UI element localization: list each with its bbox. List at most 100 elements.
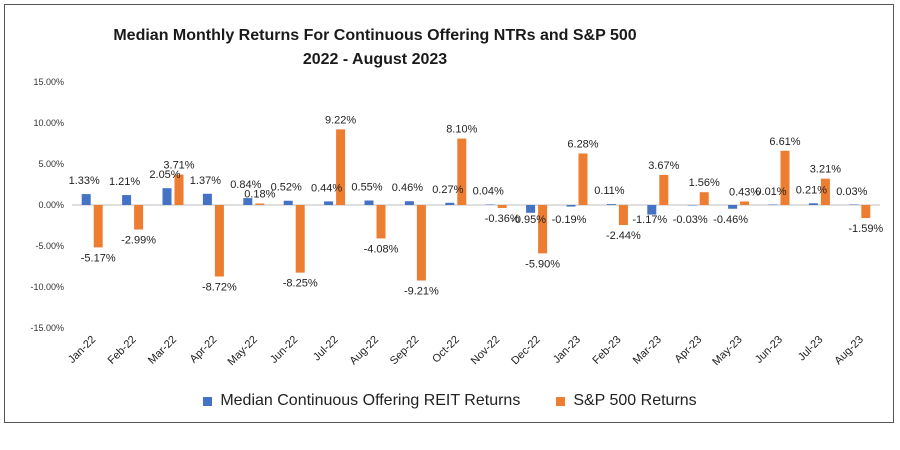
- data-label-reit: 0.03%: [836, 186, 867, 198]
- data-label-reit: 0.21%: [796, 184, 827, 196]
- legend-swatch-sp500: [556, 396, 566, 406]
- bar-reit: [687, 205, 697, 206]
- bar-reit: [364, 200, 374, 205]
- data-label-sp500: 1.56%: [689, 177, 720, 189]
- bar-sp500: [497, 205, 507, 208]
- y-tick-label: -5.00%: [35, 241, 64, 251]
- y-tick-label: 5.00%: [38, 159, 64, 169]
- bar-reit: [526, 205, 536, 213]
- bar-sp500: [134, 205, 144, 230]
- bar-sp500: [336, 129, 346, 205]
- bar-reit: [283, 200, 293, 205]
- data-label-sp500: -9.21%: [404, 286, 439, 298]
- data-label-sp500: 3.71%: [163, 160, 194, 172]
- data-label-reit: -0.19%: [552, 214, 587, 226]
- bar-reit: [122, 195, 132, 205]
- data-label-reit: 0.52%: [271, 182, 302, 194]
- bar-reit: [202, 193, 212, 205]
- bar-reit: [81, 194, 91, 205]
- x-tick-label: Nov-22: [469, 334, 503, 368]
- x-tick-label: Mar-22: [146, 334, 179, 367]
- data-label-reit: 0.27%: [432, 184, 463, 196]
- x-tick-label: Apr-23: [672, 334, 704, 366]
- bar-reit: [485, 204, 495, 205]
- data-label-sp500: -2.99%: [121, 235, 156, 247]
- bar-reit: [606, 204, 616, 205]
- data-label-sp500: 0.18%: [244, 189, 275, 201]
- chart-subtitle: 2022 - August 2023: [302, 51, 448, 68]
- bar-sp500: [255, 203, 265, 205]
- y-tick-label: -10.00%: [30, 282, 64, 292]
- x-tick-label: Aug-22: [348, 334, 382, 368]
- bar-sp500: [416, 205, 426, 281]
- bar-reit: [162, 188, 172, 205]
- data-label-reit: 1.21%: [109, 176, 140, 188]
- y-tick-label: 15.00%: [33, 77, 64, 87]
- data-label-sp500: 6.61%: [769, 136, 800, 148]
- data-label-reit: 2.05%: [149, 169, 180, 181]
- data-label-sp500: -0.36%: [485, 213, 520, 225]
- x-tick-label: Sep-22: [388, 334, 422, 368]
- bar-sp500: [740, 201, 750, 205]
- legend-swatch-reit: [203, 396, 213, 406]
- data-label-reit: 0.84%: [230, 179, 261, 191]
- data-label-reit: -0.03%: [673, 214, 708, 226]
- bar-sp500: [861, 205, 871, 219]
- x-tick-label: Feb-22: [106, 334, 139, 367]
- bar-sp500: [578, 153, 588, 205]
- x-tick-label: Jan-22: [66, 334, 98, 366]
- data-label-sp500: -2.44%: [606, 230, 641, 242]
- data-label-sp500: 9.22%: [325, 114, 356, 126]
- data-label-reit: 0.04%: [473, 186, 504, 198]
- data-label-reit: -0.46%: [713, 214, 748, 226]
- y-tick-label: 10.00%: [33, 118, 64, 128]
- x-tick-label: Oct-22: [430, 334, 462, 366]
- x-tick-label: Jul-23: [796, 334, 826, 364]
- x-tick-label: Jun-23: [753, 334, 785, 366]
- data-label-sp500: 0.43%: [729, 186, 760, 198]
- bar-reit: [647, 205, 657, 215]
- x-tick-label: Jul-22: [311, 334, 341, 364]
- data-label-reit: -0.95%: [511, 214, 546, 226]
- bar-reit: [849, 204, 859, 205]
- x-tick-label: Jan-23: [551, 334, 583, 366]
- bar-sp500: [699, 192, 709, 205]
- data-label-reit: 0.11%: [594, 185, 625, 197]
- x-tick-label: Mar-23: [631, 334, 664, 367]
- data-label-sp500: 6.28%: [567, 139, 598, 151]
- data-label-reit: 0.44%: [311, 182, 342, 194]
- data-label-sp500: 8.10%: [446, 124, 477, 136]
- bar-sp500: [295, 205, 305, 273]
- x-tick-label: Apr-22: [188, 334, 220, 366]
- bar-sp500: [538, 205, 548, 254]
- data-label-sp500: -8.72%: [202, 282, 237, 294]
- data-label-reit: 0.46%: [392, 182, 423, 194]
- data-label-reit: 1.37%: [190, 175, 221, 187]
- bar-sp500: [214, 205, 224, 277]
- data-label-sp500: 3.21%: [810, 164, 841, 176]
- bar-reit: [728, 205, 738, 209]
- chart-frame: [4, 4, 894, 423]
- bar-sp500: [93, 205, 103, 248]
- y-tick-label: 0.00%: [38, 200, 64, 210]
- legend-item-reit: Median Continuous Offering REIT Returns: [203, 392, 520, 410]
- data-label-reit: -1.17%: [632, 214, 667, 226]
- bar-reit: [243, 198, 253, 205]
- data-label-sp500: -8.25%: [283, 278, 318, 290]
- x-tick-label: May-23: [710, 334, 744, 368]
- bar-reit: [566, 205, 576, 207]
- bar-reit: [404, 201, 414, 205]
- x-tick-label: Jun-22: [268, 334, 300, 366]
- bar-reit: [445, 202, 455, 205]
- legend: Median Continuous Offering REIT Returns …: [0, 392, 900, 410]
- legend-label-reit: Median Continuous Offering REIT Returns: [220, 392, 521, 409]
- legend-item-sp500: S&P 500 Returns: [556, 392, 697, 410]
- x-tick-label: May-22: [225, 334, 259, 368]
- data-label-sp500: -5.17%: [81, 252, 116, 264]
- y-tick-label: -15.00%: [30, 323, 64, 333]
- chart-title-block: Median Monthly Returns For Continuous Of…: [50, 24, 700, 72]
- bar-sp500: [457, 138, 467, 205]
- bar-sp500: [376, 205, 386, 239]
- bar-sp500: [820, 178, 830, 205]
